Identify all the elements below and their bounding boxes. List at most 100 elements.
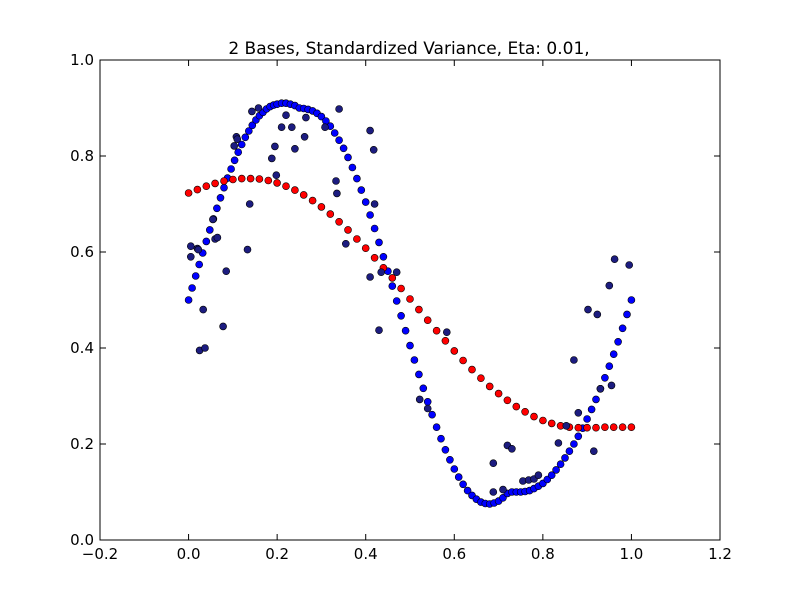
data-point xyxy=(184,189,193,197)
data-point xyxy=(344,153,352,162)
data-point xyxy=(248,107,256,116)
data-point xyxy=(272,171,281,179)
data-point xyxy=(335,105,343,113)
data-point xyxy=(521,407,529,416)
data-point xyxy=(332,177,340,185)
data-point xyxy=(184,296,193,304)
x-tick-label: 1.0 xyxy=(619,545,643,563)
data-point xyxy=(254,104,263,112)
data-point xyxy=(494,389,503,398)
data-point xyxy=(459,356,467,365)
data-point xyxy=(618,423,627,432)
data-point xyxy=(489,459,498,468)
data-point xyxy=(392,297,401,305)
data-point xyxy=(237,140,246,149)
data-point xyxy=(397,311,405,320)
data-point xyxy=(213,204,221,213)
x-tick-label: −0.2 xyxy=(82,545,118,563)
data-point xyxy=(379,252,388,261)
data-point xyxy=(415,395,424,404)
data-point xyxy=(547,419,556,428)
data-point xyxy=(503,396,512,405)
data-point xyxy=(330,129,339,137)
data-point xyxy=(326,210,335,218)
data-point xyxy=(459,480,467,489)
data-point xyxy=(534,471,543,480)
data-point xyxy=(211,179,219,188)
data-point xyxy=(333,189,341,198)
data-point xyxy=(209,215,217,224)
x-tick-label: 0.0 xyxy=(177,545,201,563)
data-point xyxy=(618,324,627,333)
x-tick-label: 0.8 xyxy=(531,545,555,563)
data-point xyxy=(589,447,598,456)
data-point xyxy=(243,245,252,254)
data-point xyxy=(450,347,459,355)
data-point xyxy=(255,175,264,183)
x-tick-label: 0.4 xyxy=(354,545,378,563)
data-point xyxy=(341,240,350,248)
data-point xyxy=(570,356,578,364)
data-point xyxy=(468,365,476,374)
chart-title: 2 Bases, Standardized Variance, Eta: 0.0… xyxy=(228,39,589,59)
data-point xyxy=(187,252,195,261)
data-point xyxy=(583,415,591,423)
plot-frame xyxy=(99,59,721,541)
data-point xyxy=(335,218,343,226)
data-point xyxy=(401,326,410,335)
data-point xyxy=(601,373,609,382)
data-point xyxy=(377,268,386,277)
data-point xyxy=(554,439,563,447)
data-point xyxy=(562,421,571,430)
data-point xyxy=(499,485,507,494)
data-point xyxy=(556,460,565,469)
data-point xyxy=(188,284,196,292)
data-point xyxy=(213,233,222,242)
data-point xyxy=(339,144,348,153)
data-point xyxy=(219,322,227,331)
data-point xyxy=(191,272,200,280)
data-point xyxy=(202,237,211,246)
data-point xyxy=(317,112,326,121)
data-point xyxy=(220,177,228,185)
data-point xyxy=(530,412,538,421)
data-point xyxy=(406,295,414,303)
data-point xyxy=(201,344,209,352)
series-2 xyxy=(187,104,634,496)
x-tick-label: 1.2 xyxy=(708,545,732,563)
data-point xyxy=(432,423,441,432)
data-point xyxy=(489,488,498,496)
data-point xyxy=(593,310,602,319)
y-tick-label: 0.2 xyxy=(70,435,94,453)
data-point xyxy=(410,356,419,364)
x-tick-label: 0.2 xyxy=(265,545,289,563)
data-point xyxy=(370,224,379,233)
data-point xyxy=(415,305,423,314)
data-point xyxy=(614,337,622,346)
data-point xyxy=(187,242,195,250)
data-point xyxy=(237,174,246,183)
data-point xyxy=(245,127,253,135)
data-point xyxy=(610,255,619,264)
data-point xyxy=(485,382,494,391)
data-point xyxy=(335,136,343,144)
data-point xyxy=(442,328,451,337)
data-point xyxy=(596,384,605,393)
data-point xyxy=(601,423,609,432)
data-point xyxy=(574,408,583,417)
data-point xyxy=(229,175,237,184)
data-point xyxy=(428,410,436,419)
data-point xyxy=(446,455,454,464)
data-point xyxy=(366,273,374,281)
data-point xyxy=(300,133,309,141)
data-point xyxy=(406,341,414,350)
data-point xyxy=(344,226,352,234)
data-point xyxy=(441,445,450,454)
data-point xyxy=(625,261,634,269)
data-point xyxy=(388,282,397,290)
data-point xyxy=(361,198,370,206)
data-points xyxy=(184,99,636,508)
data-point xyxy=(230,142,238,150)
data-point xyxy=(570,440,578,448)
